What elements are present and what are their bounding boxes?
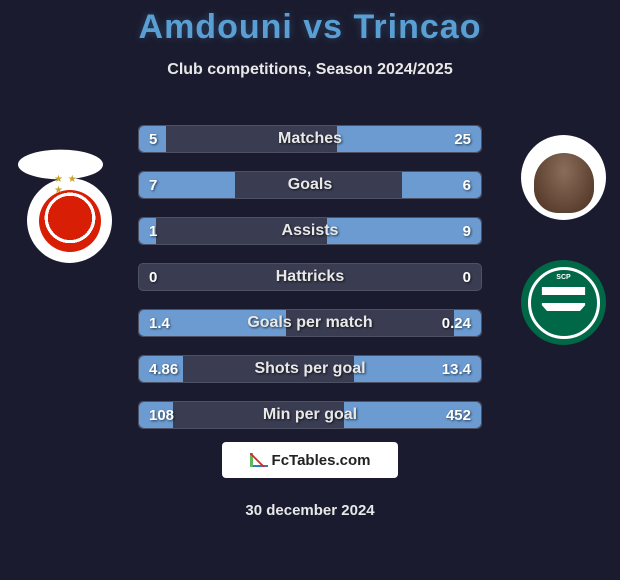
stat-row: 76Goals	[138, 171, 482, 199]
brand-text: FcTables.com	[272, 452, 371, 469]
stat-label: Assists	[139, 222, 481, 240]
stat-row: 1.40.24Goals per match	[138, 309, 482, 337]
brand-badge: FcTables.com	[222, 442, 398, 478]
stat-row: 00Hattricks	[138, 263, 482, 291]
stat-row: 4.8613.4Shots per goal	[138, 355, 482, 383]
stat-row: 108452Min per goal	[138, 401, 482, 429]
player-right-photo	[534, 153, 594, 213]
subtitle: Club competitions, Season 2024/2025	[0, 61, 620, 79]
stat-label: Goals	[139, 176, 481, 194]
stat-label: Hattricks	[139, 268, 481, 286]
stat-label: Shots per goal	[139, 360, 481, 378]
benfica-crest-icon	[39, 190, 101, 252]
page-title: Amdouni vs Trincao	[0, 0, 620, 47]
club-right-crest: SCP	[521, 260, 606, 345]
stats-container: 525Matches 76Goals 19Assists 00Hattricks 1.4…	[138, 125, 482, 447]
stat-label: Matches	[139, 130, 481, 148]
player-right-avatar	[521, 135, 606, 220]
stat-label: Goals per match	[139, 314, 481, 332]
footer-date: 30 december 2024	[245, 502, 374, 519]
sporting-crest-icon: SCP	[533, 272, 595, 334]
club-left-crest	[27, 178, 112, 263]
stat-row: 525Matches	[138, 125, 482, 153]
stat-row: 19Assists	[138, 217, 482, 245]
fctables-logo-icon	[250, 453, 268, 467]
stat-label: Min per goal	[139, 406, 481, 424]
